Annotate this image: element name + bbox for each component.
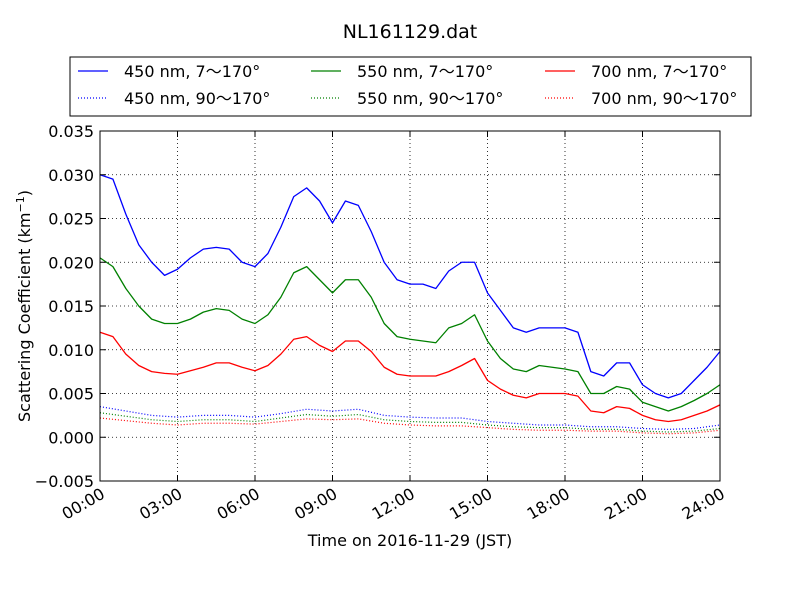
legend-label: 550 nm, 7～170° — [357, 62, 493, 81]
x-tick-label: 18:00 — [524, 484, 573, 524]
legend-label: 450 nm, 7～170° — [124, 62, 260, 81]
y-tick-label: 0.020 — [48, 253, 94, 272]
series-line — [99, 406, 721, 430]
series-line — [99, 174, 721, 399]
legend-label: 550 nm, 90～170° — [357, 89, 503, 108]
chart-title: NL161129.dat — [343, 21, 478, 43]
x-tick-labels: 00:00 03:00 06:00 09:00 12:00 15:00 18:00 21:00… — [59, 484, 728, 524]
y-tick-label: 0.000 — [48, 428, 94, 447]
y-tick-label: 0.010 — [48, 341, 94, 360]
y-tick-label: 0.005 — [48, 385, 94, 404]
series-line — [99, 257, 721, 412]
series-line — [99, 331, 721, 423]
y-tick-label: 0.035 — [48, 122, 94, 141]
y-tick-label: 0.030 — [48, 166, 94, 185]
legend: 450 nm, 7～170° 550 nm, 7～170° 700 nm, 7～17… — [69, 56, 752, 117]
legend-label: 450 nm, 90～170° — [124, 89, 270, 108]
legend-label: 700 nm, 7～170° — [591, 62, 727, 81]
x-tick-label: 24:00 — [679, 484, 728, 524]
ticks — [99, 130, 721, 482]
x-tick-label: 03:00 — [136, 484, 185, 524]
x-tick-label: 12:00 — [369, 484, 418, 524]
y-axis-label-exp: −1 — [14, 196, 27, 212]
grid-lines — [100, 131, 720, 481]
plot-area — [99, 130, 721, 482]
y-tick-labels: 0.035 0.030 0.025 0.020 0.015 0.010 0.005 0.000… — [35, 122, 94, 491]
y-tick-label: 0.025 — [48, 210, 94, 229]
legend-label: 700 nm, 90～170° — [591, 89, 737, 108]
x-tick-label: 09:00 — [291, 484, 340, 524]
y-axis-label: Scattering Coefficient (km−1) — [14, 190, 34, 422]
x-tick-label: 15:00 — [446, 484, 495, 524]
x-tick-label: 21:00 — [601, 484, 650, 524]
legend-box — [69, 56, 752, 117]
y-tick-label: −0.005 — [35, 472, 94, 491]
x-axis-label: Time on 2016-11-29 (JST) — [307, 531, 512, 550]
y-axis-label-main: Scattering Coefficient (km — [15, 212, 34, 422]
y-axis-label-close: ) — [15, 190, 34, 196]
x-tick-label: 06:00 — [214, 484, 263, 524]
series-layer — [99, 174, 721, 435]
y-tick-label: 0.015 — [48, 297, 94, 316]
